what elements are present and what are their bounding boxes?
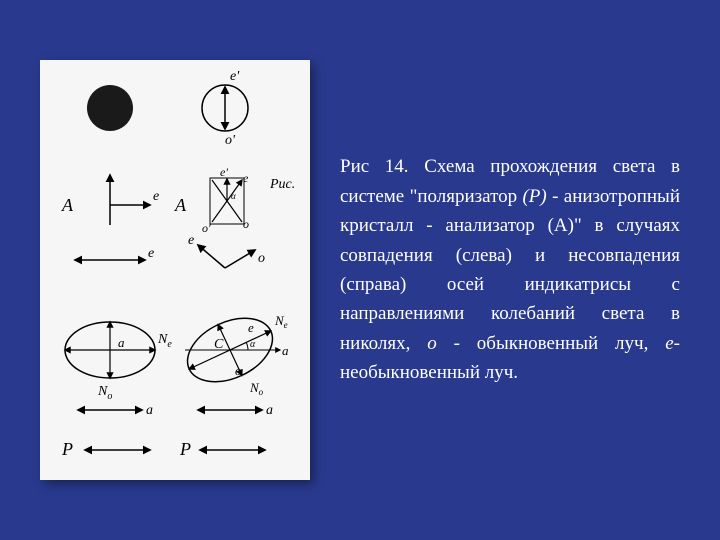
figure-block: e' o' A e A e e' o o' xyxy=(40,60,310,480)
caption-prefix: Рис 14. xyxy=(340,156,409,177)
caption-P: (Р) xyxy=(522,186,546,207)
svg-text:o': o' xyxy=(225,133,236,148)
polarizer-disc xyxy=(87,85,133,131)
svg-text:Ne: Ne xyxy=(157,332,172,350)
ellipse-right: C α a e o Ne No xyxy=(177,306,289,397)
svg-text:No: No xyxy=(97,384,112,402)
svg-text:e: e xyxy=(243,171,249,185)
axes-left: A e xyxy=(61,175,159,225)
svg-text:α: α xyxy=(231,191,236,201)
caption-e: е xyxy=(665,333,673,354)
svg-text:A: A xyxy=(174,195,187,215)
svg-text:a: a xyxy=(266,403,273,418)
v-arrows-right: e o xyxy=(188,233,265,268)
figure-caption: Рис 14. Схема прохождения света в систем… xyxy=(340,142,680,398)
svg-text:o': o' xyxy=(202,221,211,235)
caption-body-2: - анизотропный кристалл - анализатор (А)… xyxy=(340,186,680,354)
p-row-left: P xyxy=(61,439,150,459)
svg-text:e: e xyxy=(153,189,159,204)
svg-text:e: e xyxy=(248,320,254,335)
ellipse-left: a Ne No xyxy=(65,322,172,402)
svg-text:A: A xyxy=(61,195,74,215)
svg-text:o: o xyxy=(235,363,242,378)
a-arrow-right: a xyxy=(198,403,273,418)
svg-text:α: α xyxy=(250,339,256,350)
svg-text:Рис.: Рис. xyxy=(269,177,295,192)
vector-diagram: A e e' o o' α Рис. xyxy=(174,165,295,235)
darrow-left: e xyxy=(75,246,154,261)
svg-text:o: o xyxy=(243,217,249,231)
diagram-svg: e' o' A e A e e' o o' xyxy=(40,60,310,480)
svg-text:o: o xyxy=(258,251,265,266)
svg-text:C: C xyxy=(214,337,224,352)
caption-body-3: - обыкновенный луч, xyxy=(437,333,666,354)
svg-text:e': e' xyxy=(220,165,228,179)
svg-text:a: a xyxy=(282,343,289,358)
svg-text:e': e' xyxy=(230,69,240,84)
optics-diagram: e' o' A e A e e' o o' xyxy=(40,60,310,480)
caption-o: о xyxy=(427,333,437,354)
svg-text:e: e xyxy=(148,246,154,261)
analyzer-circle: e' o' xyxy=(202,69,248,148)
svg-text:P: P xyxy=(179,439,191,459)
svg-text:a: a xyxy=(118,335,125,350)
svg-text:Ne: Ne xyxy=(274,313,288,330)
svg-text:a: a xyxy=(146,403,153,418)
svg-text:P: P xyxy=(61,439,73,459)
a-arrow-left: a xyxy=(78,403,153,418)
p-row-right: P xyxy=(179,439,265,459)
svg-text:No: No xyxy=(249,380,264,397)
svg-text:e: e xyxy=(188,233,194,248)
